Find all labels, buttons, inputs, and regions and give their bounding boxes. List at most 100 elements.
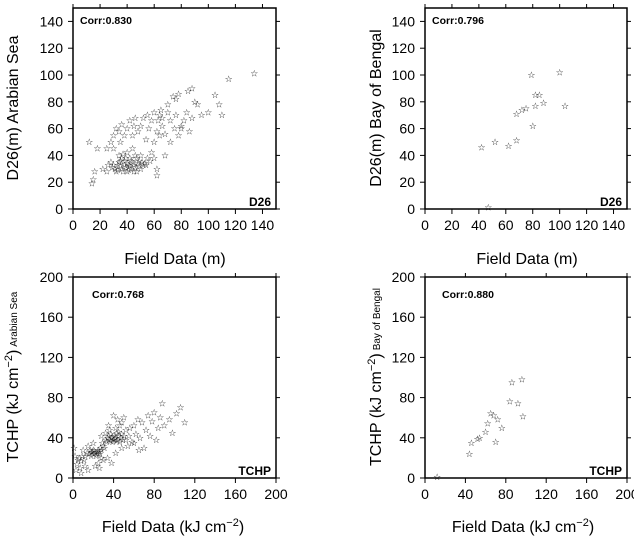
data-point-star: ☆ [118,444,126,454]
data-point-star: ☆ [99,165,107,175]
data-point-star: ☆ [529,122,537,132]
data-point-star: ☆ [117,434,125,444]
data-point-star: ☆ [97,454,105,464]
data-point-star: ☆ [127,157,135,167]
data-point-star: ☆ [531,91,539,101]
data-point-star: ☆ [102,438,110,448]
data-point-star: ☆ [135,446,143,456]
data-point-star: ☆ [93,145,101,155]
data-point-star: ☆ [70,444,78,454]
y-tick-label: 20 [399,174,415,190]
x-tick-label: 0 [421,217,429,233]
data-point-star: ☆ [113,429,121,439]
data-point-star: ☆ [198,111,206,121]
data-point-star: ☆ [146,157,154,167]
data-point-star: ☆ [175,90,183,100]
data-point-star: ☆ [110,412,118,422]
data-point-star: ☆ [161,130,169,140]
data-point-star: ☆ [139,114,147,124]
data-point-star: ☆ [130,161,138,171]
data-point-star: ☆ [147,149,155,159]
data-point-star: ☆ [215,100,223,110]
data-point-star: ☆ [137,151,145,161]
data-point-star: ☆ [124,442,132,452]
data-point-star: ☆ [148,418,156,428]
data-point-star: ☆ [473,435,481,445]
y-tick-label: 20 [47,174,63,190]
x-tick-label: 60 [498,217,514,233]
data-point-star: ☆ [125,432,133,442]
data-point-star: ☆ [104,161,112,171]
y-tick-label: 160 [40,309,64,325]
data-point-star: ☆ [116,422,124,432]
plot-frame [72,276,277,479]
data-point-star: ☆ [91,167,99,177]
data-point-star: ☆ [177,404,185,414]
data-point-star: ☆ [490,412,498,422]
data-point-star: ☆ [527,71,535,81]
data-point-star: ☆ [118,165,126,175]
y-tick-label: 140 [392,13,416,29]
data-point-star: ☆ [433,473,441,483]
data-point-star: ☆ [113,437,121,447]
x-tick-label: 60 [146,217,162,233]
data-point-star: ☆ [112,434,120,444]
y-tick-label: 80 [399,94,415,110]
data-point-star: ☆ [79,446,87,456]
data-point-star: ☆ [522,105,530,115]
data-point-star: ☆ [513,110,521,120]
data-point-star: ☆ [118,419,126,429]
data-point-star: ☆ [116,438,124,448]
data-point-star: ☆ [98,439,106,449]
data-point-star: ☆ [97,432,105,442]
x-tick-label: 120 [575,217,599,233]
y-tick-label: 100 [392,67,416,83]
panel-tag: D26 [600,195,622,209]
y-tick-label: 200 [40,269,64,285]
data-point-star: ☆ [180,117,188,127]
x-tick-label: 40 [119,217,135,233]
data-point-star: ☆ [115,127,123,137]
data-point-star: ☆ [106,426,114,436]
y-tick-label: 120 [392,349,416,365]
data-point-star: ☆ [80,456,88,466]
data-point-star: ☆ [99,442,107,452]
data-point-star: ☆ [119,436,127,446]
y-tick-label: 40 [47,430,63,446]
data-point-star: ☆ [150,138,158,148]
data-point-star: ☆ [112,167,120,177]
data-point-star: ☆ [482,428,490,438]
data-point-star: ☆ [131,163,139,173]
data-point-star: ☆ [134,416,142,426]
data-point-star: ☆ [535,91,543,101]
data-point-star: ☆ [508,379,516,389]
data-point-star: ☆ [124,161,132,171]
x-tick-label: 120 [224,217,248,233]
data-point-star: ☆ [514,400,522,410]
data-point-star: ☆ [89,446,97,456]
data-point-star: ☆ [112,424,120,434]
data-point-star: ☆ [153,165,161,175]
data-point-star: ☆ [175,131,183,141]
x-tick-label: 140 [602,217,626,233]
data-point-star: ☆ [89,176,97,186]
data-point-star: ☆ [114,166,122,176]
data-point-star: ☆ [157,106,165,116]
y-tick-label: 140 [40,13,64,29]
x-tick-label: 20 [444,217,460,233]
data-point-star: ☆ [89,439,97,449]
data-point-star: ☆ [169,92,177,102]
y-tick-label: 160 [392,309,416,325]
data-point-star: ☆ [94,446,102,456]
data-point-star: ☆ [103,434,111,444]
data-point-star: ☆ [123,159,131,169]
data-point-star: ☆ [74,456,82,466]
data-point-star: ☆ [142,426,150,436]
data-point-star: ☆ [124,166,132,176]
data-point-star: ☆ [81,462,89,472]
panel-tag: D26 [249,195,271,209]
data-point-star: ☆ [138,158,146,168]
y-tick-label: 80 [47,94,63,110]
data-point-star: ☆ [88,448,96,458]
